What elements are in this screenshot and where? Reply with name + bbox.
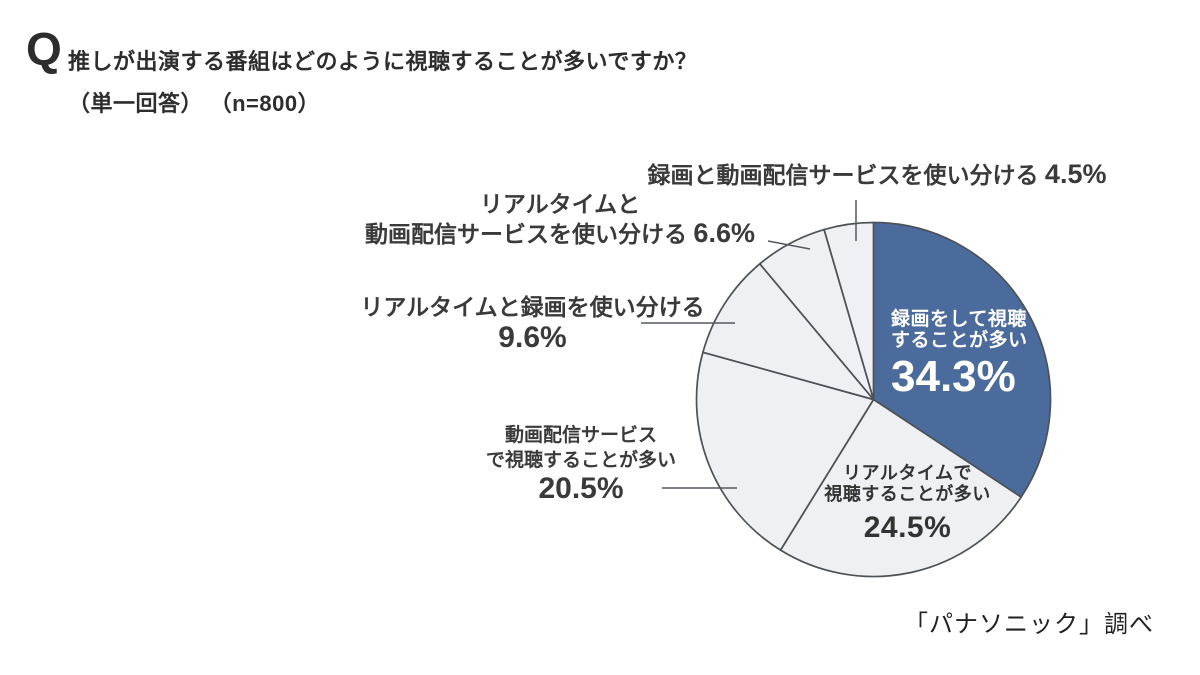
leader-lines — [641, 200, 857, 489]
pie-slice-4 — [702, 262, 875, 401]
label-streaming: 動画配信サービス で視聴することが多い 20.5% — [435, 423, 727, 505]
pie-slice-3 — [695, 351, 875, 551]
label-realtime-line1: リアルタイムで — [843, 463, 972, 483]
label-realtime-and-streaming-line2: 動画配信サービスを使い分ける 6.6% — [365, 218, 755, 248]
label-streaming-line2: で視聴することが多い — [485, 450, 676, 471]
source-note: 「パナソニック」調べ — [904, 611, 1154, 638]
label-recording-line2: することが多い — [891, 330, 1028, 351]
label-rec-and-streaming-text: 録画と動画配信サービスを使い分ける — [647, 162, 1039, 188]
label-streaming-line1: 動画配信サービス — [504, 425, 657, 446]
label-rec-and-streaming-pct: 4.5% — [1044, 159, 1107, 189]
label-realtime-and-rec-text: リアルタイムと録画を使い分ける — [360, 294, 705, 320]
label-realtime-and-rec-pct: 9.6% — [498, 321, 567, 354]
label-realtime-pct: 24.5% — [863, 511, 952, 544]
label-realtime-and-streaming-line1: リアルタイムと — [479, 191, 641, 217]
question-mark: Q — [26, 23, 62, 75]
pie-slices — [695, 221, 1052, 578]
label-realtime-and-streaming-pct: 6.6% — [693, 218, 755, 248]
label-rec-and-streaming: 録画と動画配信サービスを使い分ける 4.5% — [627, 160, 1127, 190]
label-realtime-and-streaming: リアルタイムと 動画配信サービスを使い分ける 6.6% — [360, 190, 760, 249]
label-recording-line1: 録画をして視聴 — [891, 309, 1027, 330]
leader-line-rt-stream — [767, 240, 811, 250]
label-streaming-pct: 20.5% — [538, 472, 624, 505]
pie-slice-6 — [823, 221, 875, 401]
label-realtime-and-rec: リアルタイムと録画を使い分ける 9.6% — [335, 293, 730, 354]
label-recording-pct: 34.3% — [891, 352, 1016, 401]
question-subtitle: （単一回答） （n=800） — [68, 91, 321, 116]
pie-slice-2 — [779, 398, 1022, 578]
label-realtime-inside: リアルタイムで 視聴することが多い 24.5% — [805, 463, 1010, 544]
label-recording-inside: 録画をして視聴 することが多い 34.3% — [891, 309, 1051, 400]
question-title: 推しが出演する番組はどのように視聴することが多いですか？ — [68, 49, 698, 74]
label-realtime-line2: 視聴することが多い — [824, 484, 991, 504]
